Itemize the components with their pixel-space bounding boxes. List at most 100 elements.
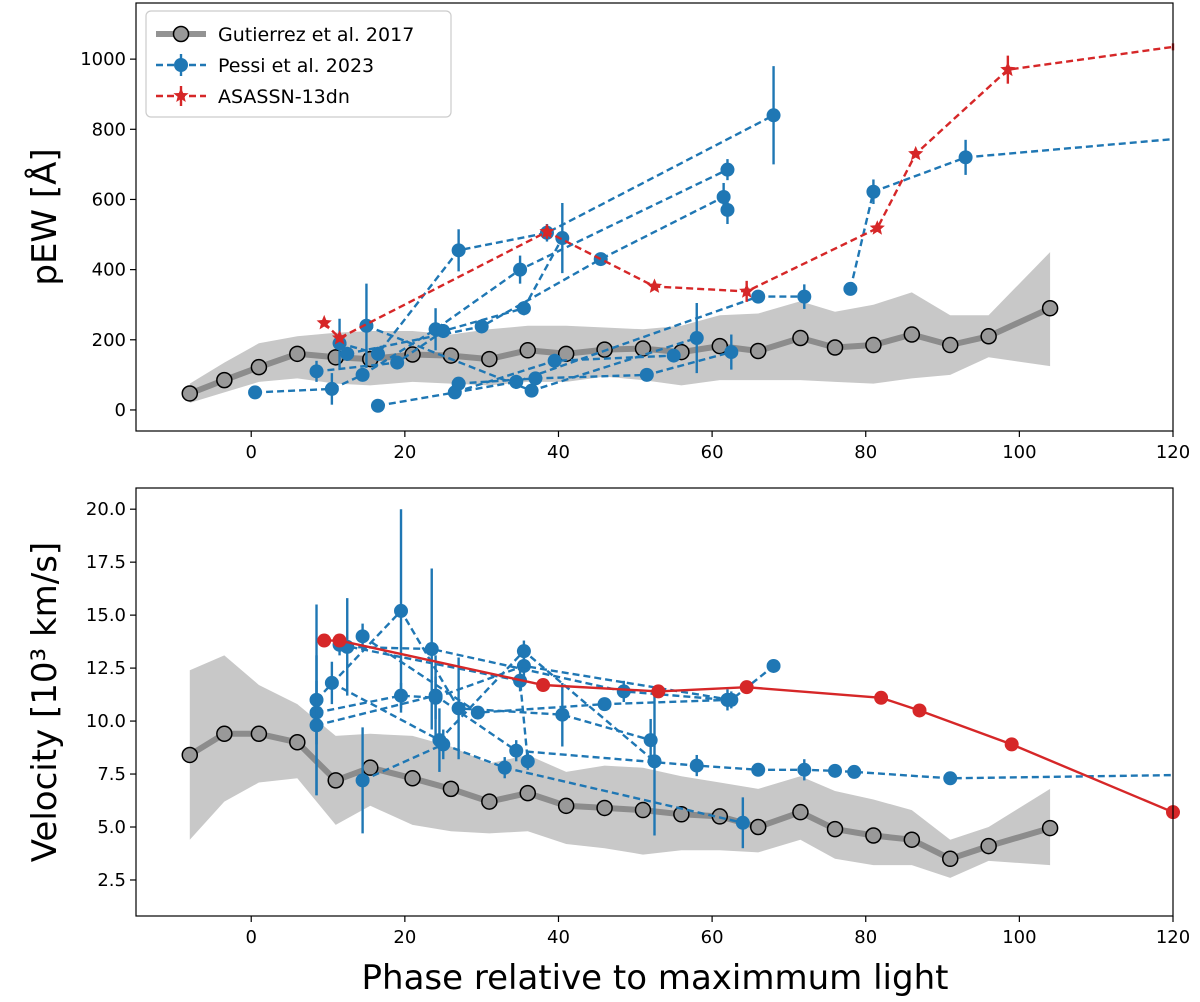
pessi-line — [339, 643, 529, 762]
pessi-point — [828, 763, 843, 778]
legend: Gutierrez et al. 2017 Pessi et al. 2023 … — [145, 10, 452, 118]
template-point — [903, 831, 921, 848]
pessi-point — [451, 243, 466, 258]
pessi-point — [524, 383, 539, 398]
pessi-point — [436, 737, 451, 752]
pessi-point — [724, 345, 739, 360]
pessi-point — [528, 371, 543, 386]
pessi-point — [847, 764, 862, 779]
template-point — [749, 342, 767, 360]
pew-panel: 0 20 40 60 80 100 120 0 200 400 600 800 1000 pEW [Å]… — [24, 2, 1190, 463]
template-point — [181, 385, 199, 402]
pessi-point — [394, 603, 409, 618]
y-tick-label: 0 — [115, 400, 126, 421]
asassn-point — [912, 703, 927, 718]
asassn-point — [1004, 737, 1019, 752]
template-band-area — [189, 252, 1051, 403]
x-tick-label: 20 — [393, 927, 416, 948]
pessi-line — [377, 295, 805, 407]
template-point — [362, 759, 379, 776]
template-point — [442, 780, 460, 798]
top-axes-ticks: 0 20 40 60 80 100 120 0 200 400 600 800 1000 — [80, 49, 1190, 463]
asassn-point — [874, 690, 889, 705]
pessi-point — [355, 773, 370, 788]
template-point — [216, 725, 233, 743]
pessi-point — [370, 398, 385, 413]
asassn-point — [869, 220, 885, 235]
y-tick-label: 400 — [92, 260, 126, 281]
legend-label-pessi: Pessi et al. 2023 — [218, 55, 374, 77]
x-tick-label: 40 — [547, 927, 570, 948]
template-point — [711, 337, 729, 355]
template-point — [941, 850, 959, 868]
pessi-point — [516, 644, 531, 659]
template-point — [596, 799, 613, 817]
template-point — [634, 801, 652, 819]
y-tick-label: 20.0 — [86, 499, 126, 520]
pessi-point — [324, 675, 339, 690]
template-point — [749, 818, 767, 836]
pessi-point — [689, 331, 704, 346]
legend-label-asassn: ASASSN-13dn — [218, 86, 350, 108]
x-tick-label: 120 — [1156, 442, 1190, 463]
pessi-point — [797, 289, 812, 304]
legend-marker-gutierrez — [172, 25, 190, 43]
y-tick-label: 12.5 — [86, 658, 126, 679]
template-point — [865, 827, 882, 844]
asassn-point — [317, 633, 332, 648]
x-tick-label: 40 — [547, 442, 570, 463]
pessi-point — [766, 108, 781, 123]
x-tick-label: 80 — [854, 927, 877, 948]
asassn-series — [317, 633, 1180, 820]
pessi-series — [248, 66, 1174, 413]
pessi-point — [497, 760, 512, 775]
pessi-point — [248, 385, 263, 400]
pessi-line — [458, 350, 732, 385]
template-point — [289, 734, 306, 751]
asassn-point — [332, 330, 348, 345]
pessi-series — [309, 509, 1174, 849]
pessi-point — [428, 688, 443, 703]
pessi-point — [355, 367, 370, 382]
pessi-line — [316, 694, 1174, 780]
template-point — [216, 371, 233, 389]
pessi-point — [424, 642, 439, 657]
pessi-point — [451, 701, 466, 716]
pessi-point — [720, 202, 735, 217]
pessi-point — [943, 771, 958, 786]
pessi-point — [866, 184, 881, 199]
y-tick-label: 200 — [92, 330, 126, 351]
pessi-point — [751, 762, 766, 777]
pessi-point — [355, 629, 370, 644]
pessi-point — [766, 658, 781, 673]
template-series — [181, 725, 1059, 868]
legend-marker-pessi — [174, 58, 188, 72]
template-point — [673, 806, 690, 823]
pessi-point — [639, 367, 654, 382]
x-tick-label: 100 — [1002, 442, 1036, 463]
asassn-point — [908, 145, 924, 161]
pessi-point — [666, 348, 681, 363]
asassn-point — [1000, 61, 1016, 77]
asassn-point — [739, 680, 754, 695]
x-tick-label: 80 — [854, 442, 877, 463]
asassn-series — [316, 43, 1175, 345]
pessi-point — [751, 289, 766, 304]
pessi-point — [390, 355, 405, 370]
template-point — [481, 793, 498, 810]
pessi-point — [309, 364, 324, 379]
pessi-point — [451, 376, 466, 391]
pessi-line — [849, 137, 1174, 290]
pessi-point — [513, 262, 528, 277]
template-point — [481, 350, 498, 368]
template-point — [792, 803, 809, 821]
y-tick-label: 7.5 — [97, 764, 126, 785]
y-tick-label: 2.5 — [97, 870, 126, 891]
template-point — [519, 342, 537, 359]
pessi-point — [509, 743, 524, 758]
template-point — [792, 329, 809, 347]
asassn-point — [332, 633, 347, 648]
pessi-point — [647, 754, 662, 769]
template-point — [327, 772, 344, 789]
template-point — [826, 820, 844, 838]
